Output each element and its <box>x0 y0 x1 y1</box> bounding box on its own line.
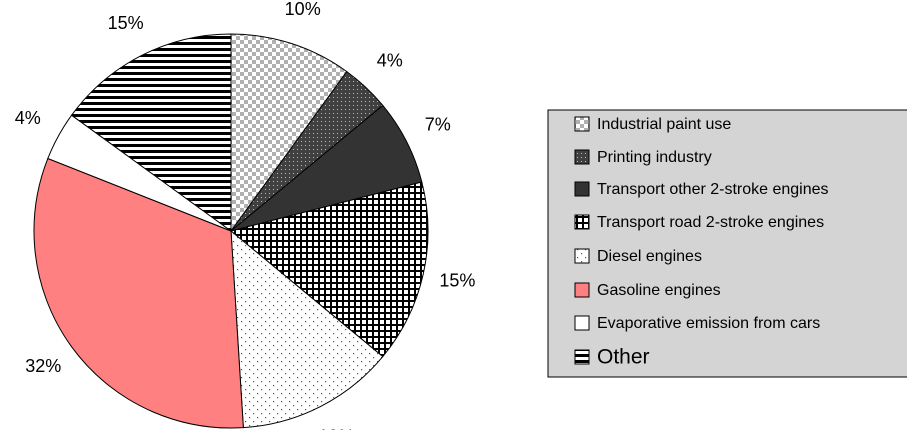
legend-swatch <box>574 214 590 230</box>
data-label: 10% <box>285 0 321 19</box>
data-label: 15% <box>108 13 144 33</box>
legend-label: Industrial paint use <box>597 116 731 133</box>
legend-box <box>547 109 907 378</box>
legend-swatch <box>574 282 590 298</box>
data-label: 13% <box>318 426 354 430</box>
legend-swatch <box>574 116 590 132</box>
pie-slice <box>70 33 232 232</box>
pie-slice <box>230 33 348 233</box>
data-label: 32% <box>25 356 61 376</box>
legend-swatch <box>574 248 590 264</box>
legend-label: Diesel engines <box>597 248 702 265</box>
pie-slice <box>229 181 429 358</box>
legend-swatch <box>574 315 590 331</box>
legend-label: Transport road 2-stroke engines <box>597 214 824 231</box>
data-label: 7% <box>425 114 451 134</box>
legend-label: Evaporative emission from cars <box>597 315 820 332</box>
legend-swatch <box>574 181 590 197</box>
data-label: 15% <box>439 270 475 290</box>
legend-label: Printing industry <box>597 149 712 166</box>
data-label: 4% <box>15 108 41 128</box>
legend-label: Transport other 2-stroke engines <box>597 181 829 198</box>
legend-label: Other <box>597 346 650 369</box>
legend-swatch <box>574 149 590 165</box>
legend-label: Gasoline engines <box>597 282 721 299</box>
data-label: 4% <box>377 51 403 71</box>
pie-slice <box>230 229 384 429</box>
pie-slice <box>33 157 244 429</box>
legend-swatch <box>574 349 590 365</box>
